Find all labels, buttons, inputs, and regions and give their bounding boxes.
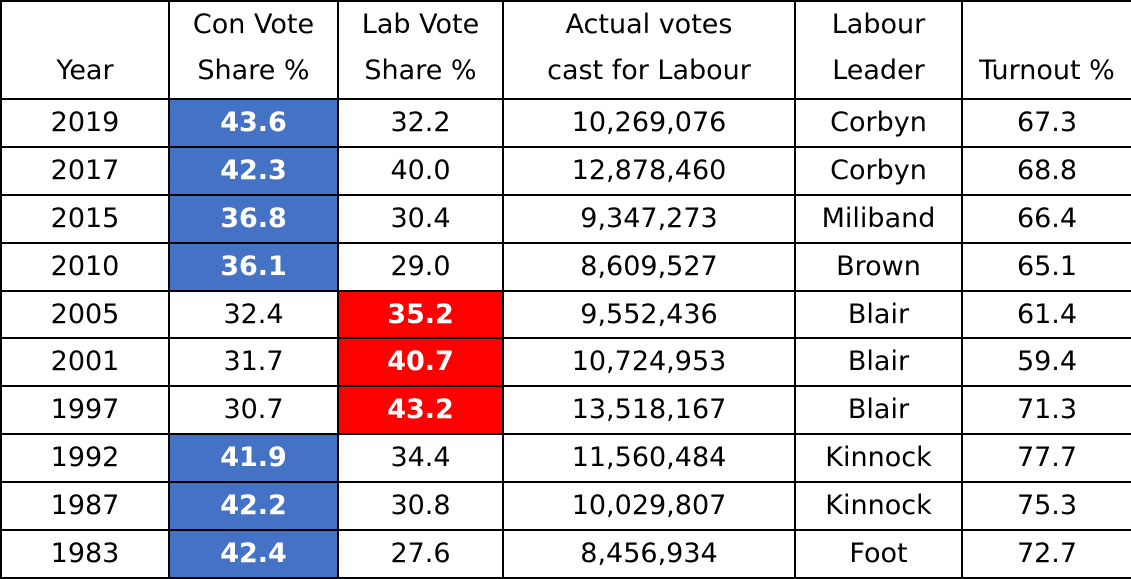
lab-vote-share-cell: 30.8 bbox=[337, 481, 504, 532]
labour-leader-cell: Blair bbox=[794, 337, 963, 388]
labour-votes-cell: 10,029,807 bbox=[502, 481, 796, 532]
turnout-cell: 68.8 bbox=[961, 145, 1131, 196]
year-cell: 2017 bbox=[0, 145, 170, 196]
table-row: 2001 31.7 40.7 10,724,953 Blair 59.4 bbox=[0, 337, 1131, 388]
year-cell: 1987 bbox=[0, 481, 170, 532]
labour-leader-cell: Blair bbox=[794, 385, 963, 436]
turnout-cell: 66.4 bbox=[961, 193, 1131, 244]
turnout-cell: 65.1 bbox=[961, 241, 1131, 292]
lab-vote-share-cell: 40.7 bbox=[337, 337, 504, 388]
year-cell: 2019 bbox=[0, 98, 170, 148]
header-labour-leader: Labour Leader bbox=[794, 0, 963, 100]
labour-votes-cell: 12,878,460 bbox=[502, 145, 796, 196]
labour-leader-cell: Foot bbox=[794, 529, 963, 579]
con-vote-share-cell: 42.3 bbox=[168, 145, 339, 196]
labour-votes-cell: 9,347,273 bbox=[502, 193, 796, 244]
table-row: 1992 41.9 34.4 11,560,484 Kinnock 77.7 bbox=[0, 433, 1131, 484]
lab-vote-share-cell: 29.0 bbox=[337, 241, 504, 292]
year-cell: 1983 bbox=[0, 529, 170, 579]
labour-votes-cell: 13,518,167 bbox=[502, 385, 796, 436]
lab-vote-share-cell: 30.4 bbox=[337, 193, 504, 244]
table-row: 2010 36.1 29.0 8,609,527 Brown 65.1 bbox=[0, 241, 1131, 292]
header-turnout: Turnout % bbox=[961, 0, 1131, 100]
table-row: 2015 36.8 30.4 9,347,273 Miliband 66.4 bbox=[0, 193, 1131, 244]
con-vote-share-cell: 41.9 bbox=[168, 433, 339, 484]
table-row: 2005 32.4 35.2 9,552,436 Blair 61.4 bbox=[0, 289, 1131, 340]
turnout-cell: 71.3 bbox=[961, 385, 1131, 436]
con-vote-share-cell: 32.4 bbox=[168, 289, 339, 340]
header-con-vote-share-line-2: Share % bbox=[197, 55, 310, 86]
year-cell: 2005 bbox=[0, 289, 170, 340]
turnout-cell: 75.3 bbox=[961, 481, 1131, 532]
table-row: 1983 42.4 27.6 8,456,934 Foot 72.7 bbox=[0, 529, 1131, 579]
labour-leader-cell: Brown bbox=[794, 241, 963, 292]
labour-votes-cell: 10,269,076 bbox=[502, 98, 796, 148]
table-row: 1997 30.7 43.2 13,518,167 Blair 71.3 bbox=[0, 385, 1131, 436]
turnout-cell: 72.7 bbox=[961, 529, 1131, 579]
lab-vote-share-cell: 43.2 bbox=[337, 385, 504, 436]
turnout-cell: 77.7 bbox=[961, 433, 1131, 484]
labour-votes-cell: 10,724,953 bbox=[502, 337, 796, 388]
labour-votes-cell: 8,456,934 bbox=[502, 529, 796, 579]
lab-vote-share-cell: 34.4 bbox=[337, 433, 504, 484]
header-year: Year bbox=[0, 0, 170, 100]
turnout-cell: 67.3 bbox=[961, 98, 1131, 148]
header-row: Year Con Vote Share % Lab Vote Share % A… bbox=[0, 0, 1131, 100]
header-con-vote-share: Con Vote Share % bbox=[168, 0, 339, 100]
lab-vote-share-cell: 32.2 bbox=[337, 98, 504, 148]
year-cell: 2015 bbox=[0, 193, 170, 244]
year-cell: 1997 bbox=[0, 385, 170, 436]
con-vote-share-cell: 31.7 bbox=[168, 337, 339, 388]
turnout-cell: 59.4 bbox=[961, 337, 1131, 388]
labour-leader-cell: Kinnock bbox=[794, 433, 963, 484]
labour-leader-cell: Corbyn bbox=[794, 145, 963, 196]
year-cell: 1992 bbox=[0, 433, 170, 484]
table-body: 2019 43.6 32.2 10,269,076 Corbyn 67.3 2017 42.3… bbox=[0, 98, 1131, 579]
labour-leader-cell: Miliband bbox=[794, 193, 963, 244]
con-vote-share-cell: 36.1 bbox=[168, 241, 339, 292]
year-cell: 2010 bbox=[0, 241, 170, 292]
con-vote-share-cell: 36.8 bbox=[168, 193, 339, 244]
table-row: 1987 42.2 30.8 10,029,807 Kinnock 75.3 bbox=[0, 481, 1131, 532]
header-labour-votes-line-2: cast for Labour bbox=[547, 55, 751, 86]
header-turnout-line-1: Turnout % bbox=[979, 55, 1115, 86]
header-labour-leader-line-2: Leader bbox=[832, 55, 925, 86]
labour-votes-cell: 9,552,436 bbox=[502, 289, 796, 340]
header-con-vote-share-line-1: Con Vote bbox=[192, 9, 315, 40]
con-vote-share-cell: 43.6 bbox=[168, 98, 339, 148]
lab-vote-share-cell: 35.2 bbox=[337, 289, 504, 340]
labour-votes-cell: 8,609,527 bbox=[502, 241, 796, 292]
table-row: 2017 42.3 40.0 12,878,460 Corbyn 68.8 bbox=[0, 145, 1131, 196]
header-labour-votes: Actual votes cast for Labour bbox=[502, 0, 796, 100]
header-lab-vote-share: Lab Vote Share % bbox=[337, 0, 504, 100]
lab-vote-share-cell: 40.0 bbox=[337, 145, 504, 196]
turnout-cell: 61.4 bbox=[961, 289, 1131, 340]
con-vote-share-cell: 42.4 bbox=[168, 529, 339, 579]
header-year-line-1: Year bbox=[56, 55, 114, 86]
labour-votes-cell: 11,560,484 bbox=[502, 433, 796, 484]
labour-leader-cell: Corbyn bbox=[794, 98, 963, 148]
header-lab-vote-share-line-1: Lab Vote bbox=[361, 9, 480, 40]
labour-leader-cell: Kinnock bbox=[794, 481, 963, 532]
header-lab-vote-share-line-2: Share % bbox=[364, 55, 477, 86]
con-vote-share-cell: 30.7 bbox=[168, 385, 339, 436]
header-labour-votes-line-1: Actual votes bbox=[565, 9, 733, 40]
table-row: 2019 43.6 32.2 10,269,076 Corbyn 67.3 bbox=[0, 98, 1131, 148]
lab-vote-share-cell: 27.6 bbox=[337, 529, 504, 579]
header-labour-leader-line-1: Labour bbox=[831, 9, 926, 40]
year-cell: 2001 bbox=[0, 337, 170, 388]
con-vote-share-cell: 42.2 bbox=[168, 481, 339, 532]
labour-leader-cell: Blair bbox=[794, 289, 963, 340]
